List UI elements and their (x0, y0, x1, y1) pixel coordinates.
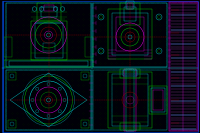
Bar (9, 61, 88, 66)
Bar (36, 3, 60, 21)
Bar (85, 37, 93, 57)
Bar (120, 3, 140, 25)
Bar (123, 70, 137, 76)
Bar (127, 3, 133, 9)
Bar (126, 69, 134, 131)
Bar (112, 74, 148, 126)
Bar (170, 3, 197, 130)
Bar (124, 69, 136, 131)
Bar (149, 86, 167, 114)
Bar (4, 60, 93, 67)
Bar (44, 5, 54, 11)
Bar (126, 1, 134, 9)
Bar (120, 69, 140, 78)
Bar (35, 23, 62, 58)
Bar (93, 3, 167, 67)
Bar (8, 120, 16, 128)
Bar (120, 123, 140, 130)
Bar (108, 72, 152, 128)
Bar (124, 7, 136, 21)
Bar (40, 7, 57, 17)
Bar (93, 70, 167, 130)
Bar (116, 17, 144, 51)
Bar (42, 43, 54, 51)
Bar (81, 120, 89, 128)
Bar (112, 13, 148, 55)
Bar (30, 21, 66, 60)
Bar (8, 72, 16, 80)
Bar (151, 88, 165, 112)
Bar (153, 90, 163, 110)
Bar (6, 3, 91, 67)
Bar (6, 70, 91, 130)
Bar (169, 2, 198, 131)
Bar (108, 9, 152, 59)
Bar (4, 37, 12, 57)
Bar (81, 72, 89, 80)
